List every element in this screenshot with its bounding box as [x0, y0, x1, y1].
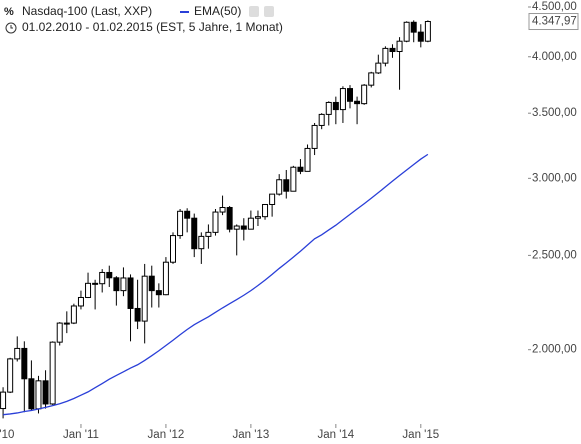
candle-body — [35, 380, 42, 410]
x-tick-label: Jan '11 — [63, 429, 99, 441]
header: % Nasdaq-100 (Last, XXP) EMA(50) 01.02.2… — [4, 4, 283, 34]
candle-body — [63, 322, 70, 325]
y-tick-label: 2.500,00 — [532, 249, 577, 261]
candle-body — [290, 166, 297, 192]
x-tick-label: Jan '14 — [317, 429, 354, 441]
legend-label: EMA(50) — [194, 4, 241, 18]
candle-body — [92, 282, 99, 285]
candle-body — [85, 282, 92, 298]
candle-body — [162, 261, 169, 296]
candle-body — [198, 235, 205, 250]
candle-body — [297, 166, 304, 172]
candle-body — [127, 277, 134, 309]
candle-body — [276, 179, 283, 195]
candle-body — [368, 72, 375, 86]
candle-body — [424, 21, 431, 42]
candle-body — [7, 358, 14, 393]
candle-body — [141, 275, 148, 322]
last-price-label: 4.347,97 — [532, 16, 577, 28]
candle-body — [14, 347, 21, 360]
y-tick-label: 3.000,00 — [532, 172, 577, 184]
candle-body — [177, 210, 184, 237]
x-tick-label: Jan '12 — [148, 429, 185, 441]
candle-body — [106, 271, 113, 279]
candle-body — [417, 31, 424, 42]
logo-icon: % — [4, 6, 14, 18]
ema-line — [3, 153, 429, 416]
x-tick-label: Jan '13 — [233, 429, 270, 441]
candle-body — [361, 84, 368, 105]
last-price-box — [528, 13, 579, 31]
candle-body — [205, 231, 212, 237]
candle-body — [0, 391, 7, 410]
candle-body — [325, 101, 332, 115]
candle-body — [304, 147, 311, 172]
candle-body — [262, 203, 269, 218]
candle-body — [311, 124, 318, 149]
close-icon[interactable] — [264, 6, 274, 17]
chart-title: Nasdaq-100 (Last, XXP) — [22, 4, 152, 18]
candle-body — [382, 47, 389, 64]
candle-body — [375, 62, 382, 74]
candle-body — [113, 277, 120, 292]
candle-body — [254, 216, 261, 219]
candle-body — [233, 225, 240, 230]
y-tick-label: 4.000,00 — [532, 51, 577, 63]
candle-body — [219, 206, 226, 213]
candle-body — [148, 275, 155, 292]
candle-body — [354, 100, 361, 105]
candle-body — [42, 380, 49, 405]
candle-body — [339, 88, 346, 111]
candle-body — [269, 193, 276, 205]
candle-body — [318, 113, 325, 126]
candle-body — [77, 296, 84, 307]
candle-body — [410, 21, 417, 33]
candle-body — [49, 341, 56, 405]
candle-body — [396, 40, 403, 53]
candle-body — [21, 347, 28, 380]
candle-body — [247, 217, 254, 230]
candle-body — [99, 271, 106, 285]
candle-body — [134, 307, 141, 322]
candle-body — [283, 179, 290, 192]
candle-body — [226, 206, 233, 230]
candle-body — [389, 47, 396, 53]
clock-hands — [10, 25, 13, 29]
candles — [0, 20, 431, 419]
candle-body — [120, 277, 127, 292]
candle-body — [347, 88, 353, 102]
y-tick-label: 4.500,00 — [532, 1, 577, 13]
clock-icon — [5, 22, 17, 34]
candle-body — [28, 378, 35, 410]
candle-body — [191, 217, 198, 250]
candle-body — [403, 21, 410, 42]
candle-body — [184, 210, 191, 219]
candle-body — [170, 235, 176, 263]
candle-body — [212, 211, 219, 233]
candle-body — [56, 322, 63, 343]
candle-body — [70, 305, 77, 324]
x-tick-label: Jan '15 — [402, 429, 439, 441]
settings-icon[interactable] — [249, 6, 259, 17]
candle-body — [332, 101, 339, 111]
y-tick-label: 2.000,00 — [532, 344, 577, 356]
x-tick-label: Jan '10 — [0, 429, 14, 441]
chart-subtitle: 01.02.2010 - 01.02.2015 (EST, 5 Jahre, 1… — [22, 20, 283, 34]
candle-body — [155, 290, 162, 296]
candle-body — [240, 225, 247, 230]
y-tick-label: 3.500,00 — [532, 107, 577, 119]
